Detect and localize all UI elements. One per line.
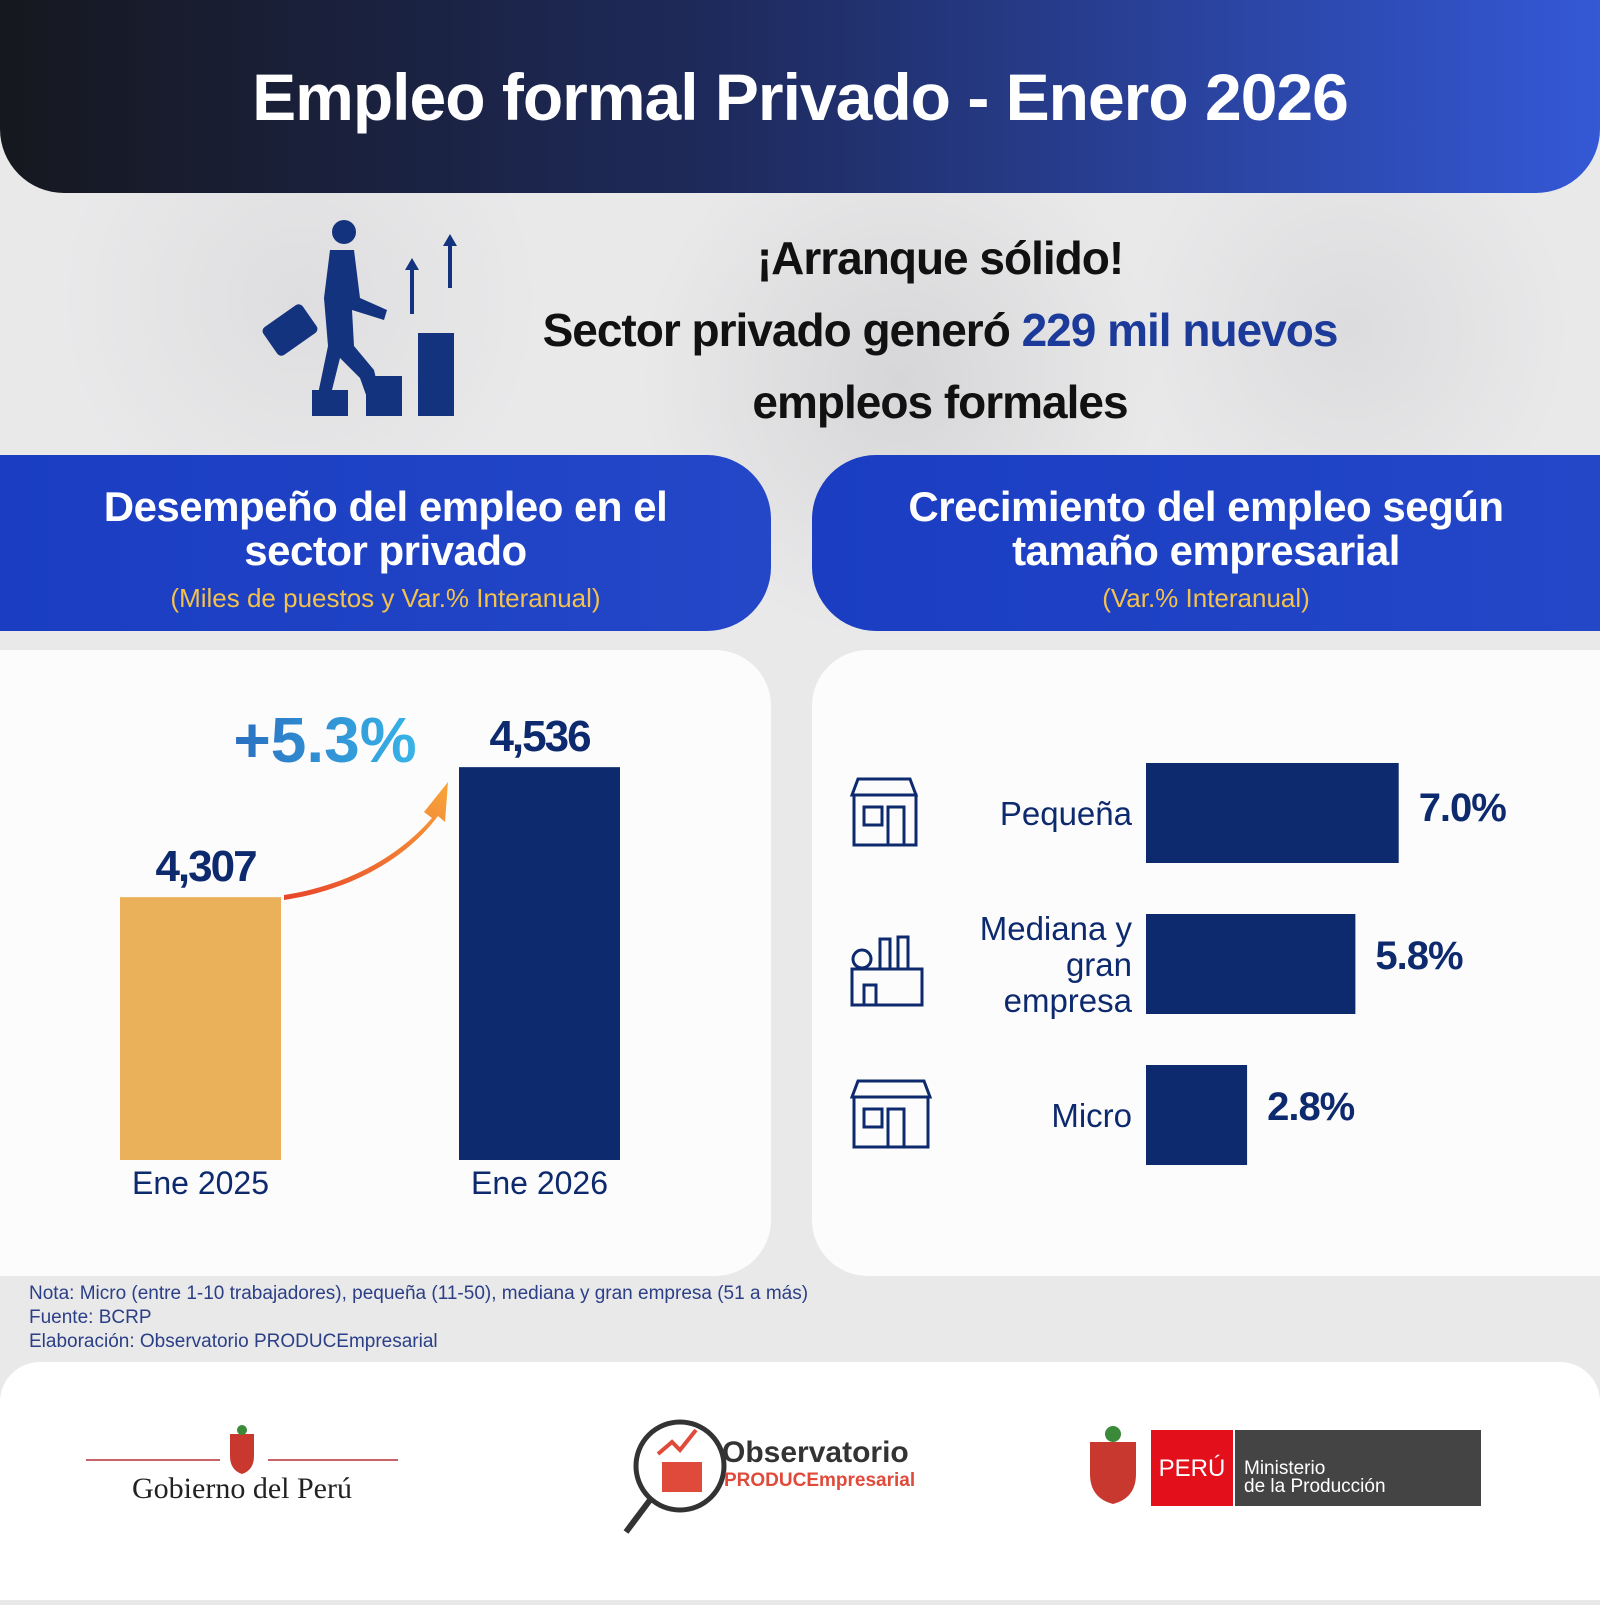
category-label: gran (1066, 946, 1132, 983)
right-section-title-1: Crecimiento del empleo según (908, 483, 1504, 530)
right-section-title-2: tamaño empresarial (1012, 527, 1400, 574)
bar-value-label: 4,307 (155, 842, 256, 891)
category-label: Micro (1051, 1097, 1132, 1134)
note-text: Nota: Micro (entre 1-10 trabajadores), p… (29, 1283, 809, 1304)
growth-arrow (284, 782, 448, 900)
right-section-subtitle: (Var.% Interanual) (1102, 583, 1310, 613)
bar-value-label: 4,536 (489, 712, 590, 761)
bar-value-label: 7.0% (1419, 786, 1507, 830)
bar-value-label: 5.8% (1375, 934, 1463, 978)
x-tick-label: Ene 2026 (471, 1165, 608, 1201)
footer-logos: Gobierno del Perú Observatorio PRODUCEmp… (0, 1362, 1600, 1600)
observatorio-logo: Observatorio PRODUCEmpresarial (623, 1419, 915, 1534)
bar-pequeña (1146, 763, 1399, 863)
shield-icon (1090, 1442, 1136, 1504)
employment-chart-card: +5.3% 4,307 Ene 2025 4,536 Ene 2026 (0, 650, 771, 1276)
category-label: Mediana y (980, 910, 1133, 947)
left-section-header: Desempeño del empleo en el sector privad… (0, 455, 771, 631)
headline-line2: Sector privado generó 229 mil nuevos (480, 294, 1400, 366)
headline-highlight: 229 mil (1021, 304, 1172, 356)
left-section-title-1: Desempeño del empleo en el (103, 483, 668, 530)
ministerio-produccion-logo: PERÚ Ministerio de la Producción (1090, 1426, 1481, 1506)
ministerio-line2: de la Producción (1244, 1476, 1386, 1497)
bar-ene-2026 (459, 767, 620, 1160)
headline-text: Sector privado generó (542, 304, 1022, 356)
gobierno-peru-logo: Gobierno del Perú (86, 1425, 398, 1505)
x-tick-label: Ene 2025 (132, 1165, 269, 1201)
headline: ¡Arranque sólido! Sector privado generó … (480, 222, 1400, 438)
bar-mediana (1146, 914, 1356, 1014)
magnifier-icon (633, 1419, 727, 1513)
ministerio-line1: Ministerio (1244, 1458, 1325, 1479)
bar-ene-2025 (120, 897, 281, 1160)
employment-bar-chart: +5.3% 4,307 Ene 2025 4,536 Ene 2026 (120, 704, 620, 1201)
header-banner: Empleo formal Privado - Enero 2026 (0, 0, 1600, 193)
left-section-subtitle: (Miles de puestos y Var.% Interanual) (170, 583, 601, 613)
bar-micro (1146, 1065, 1248, 1165)
page-title: Empleo formal Privado - Enero 2026 (252, 59, 1349, 134)
market-stall-icon (849, 1079, 933, 1149)
source-text: Fuente: BCRP (29, 1307, 152, 1328)
category-label: Pequeña (1000, 795, 1133, 832)
size-chart-card: 7.0% Pequeña 5.8% Mediana y gran empresa 2.8% M… (812, 650, 1600, 1276)
factory-icon (850, 935, 924, 1007)
headline-line1: ¡Arranque sólido! (756, 232, 1124, 284)
category-label: empresa (1004, 982, 1133, 1019)
climbing-person-icon (262, 220, 457, 416)
observatorio-title: Observatorio (722, 1436, 909, 1469)
peru-text: PERÚ (1159, 1455, 1226, 1482)
headline-line3: empleos formales (752, 376, 1128, 428)
bar-value-label: 2.8% (1267, 1085, 1355, 1129)
logos: Gobierno del Perú Observatorio PRODUCEmp… (86, 1419, 1481, 1534)
gobierno-peru-text: Gobierno del Perú (132, 1472, 352, 1505)
footnotes: Nota: Micro (entre 1-10 trabajadores), p… (29, 1282, 808, 1354)
headline-text-blue: nuevos (1170, 304, 1338, 356)
shop-icon (849, 777, 919, 847)
left-section-title-2: sector privado (244, 527, 527, 574)
coat-of-arms-icon (230, 1434, 254, 1474)
credit-text: Elaboración: Observatorio PRODUCEmpresar… (29, 1331, 438, 1352)
observatorio-subtitle: PRODUCEmpresarial (724, 1470, 915, 1491)
right-section-header: Crecimiento del empleo según tamaño empr… (812, 455, 1600, 631)
growth-percent-label: +5.3% (233, 704, 416, 776)
